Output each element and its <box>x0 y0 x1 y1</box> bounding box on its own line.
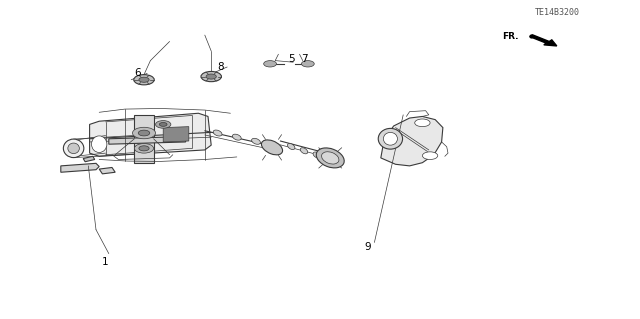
Text: 6: 6 <box>134 68 141 78</box>
Text: 5: 5 <box>288 54 294 64</box>
Circle shape <box>134 75 154 85</box>
Text: 8: 8 <box>218 62 224 72</box>
Circle shape <box>134 144 154 153</box>
Polygon shape <box>61 163 99 172</box>
Text: FR.: FR. <box>502 32 518 41</box>
Ellipse shape <box>92 136 107 152</box>
Circle shape <box>132 127 156 139</box>
Circle shape <box>201 71 221 82</box>
Ellipse shape <box>261 140 283 155</box>
Text: 1: 1 <box>102 256 109 267</box>
Polygon shape <box>109 137 186 144</box>
Polygon shape <box>381 116 443 166</box>
Ellipse shape <box>378 129 403 149</box>
Circle shape <box>301 61 314 67</box>
Ellipse shape <box>321 152 339 164</box>
Circle shape <box>156 121 171 128</box>
Text: 7: 7 <box>301 54 307 64</box>
Ellipse shape <box>313 152 321 158</box>
Circle shape <box>415 119 430 127</box>
Ellipse shape <box>232 134 241 140</box>
Ellipse shape <box>252 138 260 144</box>
Circle shape <box>159 122 167 126</box>
Circle shape <box>138 130 150 136</box>
Text: 9: 9 <box>365 242 371 252</box>
Circle shape <box>206 74 216 79</box>
Ellipse shape <box>63 139 84 158</box>
Ellipse shape <box>213 130 222 136</box>
Circle shape <box>422 152 438 160</box>
Polygon shape <box>99 167 115 174</box>
Ellipse shape <box>68 143 79 153</box>
Ellipse shape <box>287 144 295 150</box>
Polygon shape <box>83 156 95 162</box>
Circle shape <box>264 61 276 67</box>
Polygon shape <box>90 113 211 156</box>
FancyArrow shape <box>530 35 557 46</box>
Circle shape <box>139 77 149 82</box>
Ellipse shape <box>316 148 344 168</box>
Text: TE14B3200: TE14B3200 <box>534 8 579 17</box>
Ellipse shape <box>300 148 308 154</box>
Polygon shape <box>163 127 189 142</box>
Polygon shape <box>134 115 154 163</box>
Circle shape <box>139 146 149 151</box>
Ellipse shape <box>383 132 397 145</box>
